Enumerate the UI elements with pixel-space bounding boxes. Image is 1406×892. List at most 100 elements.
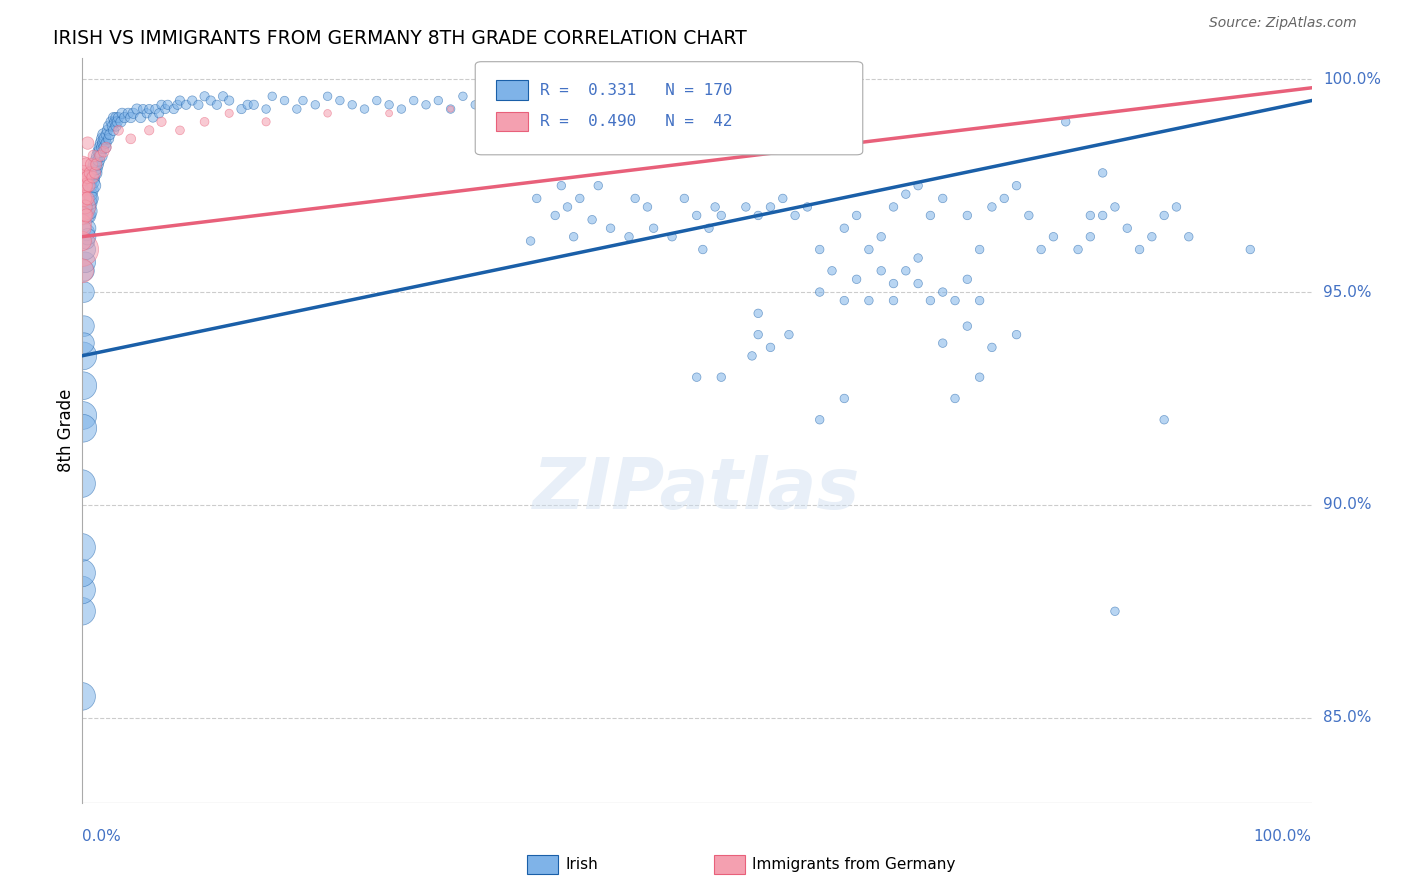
- Point: [1104, 604, 1126, 618]
- Text: 95.0%: 95.0%: [1323, 285, 1371, 300]
- Point: [1091, 209, 1114, 223]
- Point: [451, 89, 474, 103]
- Point: [83, 178, 105, 193]
- Point: [70, 264, 93, 278]
- Text: 0.0%: 0.0%: [82, 830, 121, 844]
- Point: [73, 221, 96, 235]
- Point: [796, 200, 818, 214]
- Point: [107, 123, 129, 137]
- Point: [581, 212, 603, 227]
- Text: 100.0%: 100.0%: [1323, 71, 1381, 87]
- Point: [73, 336, 96, 351]
- Point: [993, 191, 1015, 205]
- Point: [70, 604, 93, 618]
- Point: [87, 153, 110, 168]
- Point: [624, 191, 647, 205]
- Point: [73, 319, 96, 334]
- Point: [1153, 209, 1175, 223]
- Point: [97, 132, 120, 146]
- Point: [329, 94, 352, 108]
- Point: [104, 115, 127, 129]
- Point: [526, 191, 548, 205]
- Point: [697, 221, 720, 235]
- Point: [77, 204, 100, 219]
- Point: [1005, 178, 1028, 193]
- Point: [894, 264, 917, 278]
- Point: [82, 170, 104, 185]
- Point: [79, 187, 101, 202]
- Point: [76, 191, 98, 205]
- Point: [931, 285, 953, 299]
- Point: [464, 97, 486, 112]
- Point: [105, 115, 128, 129]
- Point: [747, 306, 769, 320]
- Point: [76, 170, 98, 185]
- Point: [883, 293, 905, 308]
- Point: [93, 136, 115, 150]
- Point: [76, 221, 98, 235]
- Point: [254, 115, 277, 129]
- Point: [858, 243, 880, 257]
- Point: [1067, 243, 1090, 257]
- Point: [174, 97, 197, 112]
- Point: [120, 132, 142, 146]
- Point: [366, 94, 388, 108]
- Point: [845, 272, 868, 286]
- Text: Immigrants from Germany: Immigrants from Germany: [752, 857, 956, 871]
- Point: [1153, 413, 1175, 427]
- Point: [943, 293, 966, 308]
- Text: Irish: Irish: [565, 857, 598, 871]
- Point: [132, 102, 155, 116]
- Point: [821, 264, 844, 278]
- Point: [107, 111, 129, 125]
- Point: [76, 209, 98, 223]
- Point: [70, 243, 93, 257]
- Point: [83, 166, 105, 180]
- Point: [93, 145, 115, 159]
- Point: [353, 102, 375, 116]
- Point: [1018, 209, 1040, 223]
- Point: [75, 243, 97, 257]
- Point: [378, 97, 401, 112]
- Point: [111, 106, 134, 120]
- Point: [599, 221, 621, 235]
- Point: [76, 157, 98, 171]
- Point: [262, 89, 284, 103]
- Point: [273, 94, 295, 108]
- Point: [87, 145, 110, 159]
- Point: [1005, 327, 1028, 342]
- Text: 85.0%: 85.0%: [1323, 710, 1371, 725]
- Text: IRISH VS IMMIGRANTS FROM GERMANY 8TH GRADE CORRELATION CHART: IRISH VS IMMIGRANTS FROM GERMANY 8TH GRA…: [53, 29, 747, 47]
- Point: [845, 209, 868, 223]
- Point: [200, 94, 222, 108]
- Point: [76, 209, 98, 223]
- Point: [70, 690, 93, 704]
- Point: [148, 106, 170, 120]
- Point: [710, 209, 733, 223]
- Point: [759, 340, 782, 354]
- Point: [931, 191, 953, 205]
- Point: [943, 392, 966, 406]
- Point: [981, 340, 1004, 354]
- Point: [643, 221, 665, 235]
- Point: [90, 136, 112, 150]
- Point: [89, 145, 111, 159]
- Point: [142, 111, 165, 125]
- Point: [103, 123, 125, 137]
- Point: [86, 149, 108, 163]
- Point: [70, 476, 93, 491]
- Point: [169, 94, 191, 108]
- Point: [72, 209, 94, 223]
- Point: [931, 336, 953, 351]
- Point: [969, 243, 991, 257]
- Point: [84, 166, 107, 180]
- Point: [156, 97, 179, 112]
- Point: [747, 327, 769, 342]
- Point: [70, 217, 93, 231]
- Point: [557, 200, 579, 214]
- Point: [304, 97, 326, 112]
- Point: [832, 221, 855, 235]
- Point: [97, 119, 120, 133]
- Point: [218, 106, 240, 120]
- Point: [94, 140, 117, 154]
